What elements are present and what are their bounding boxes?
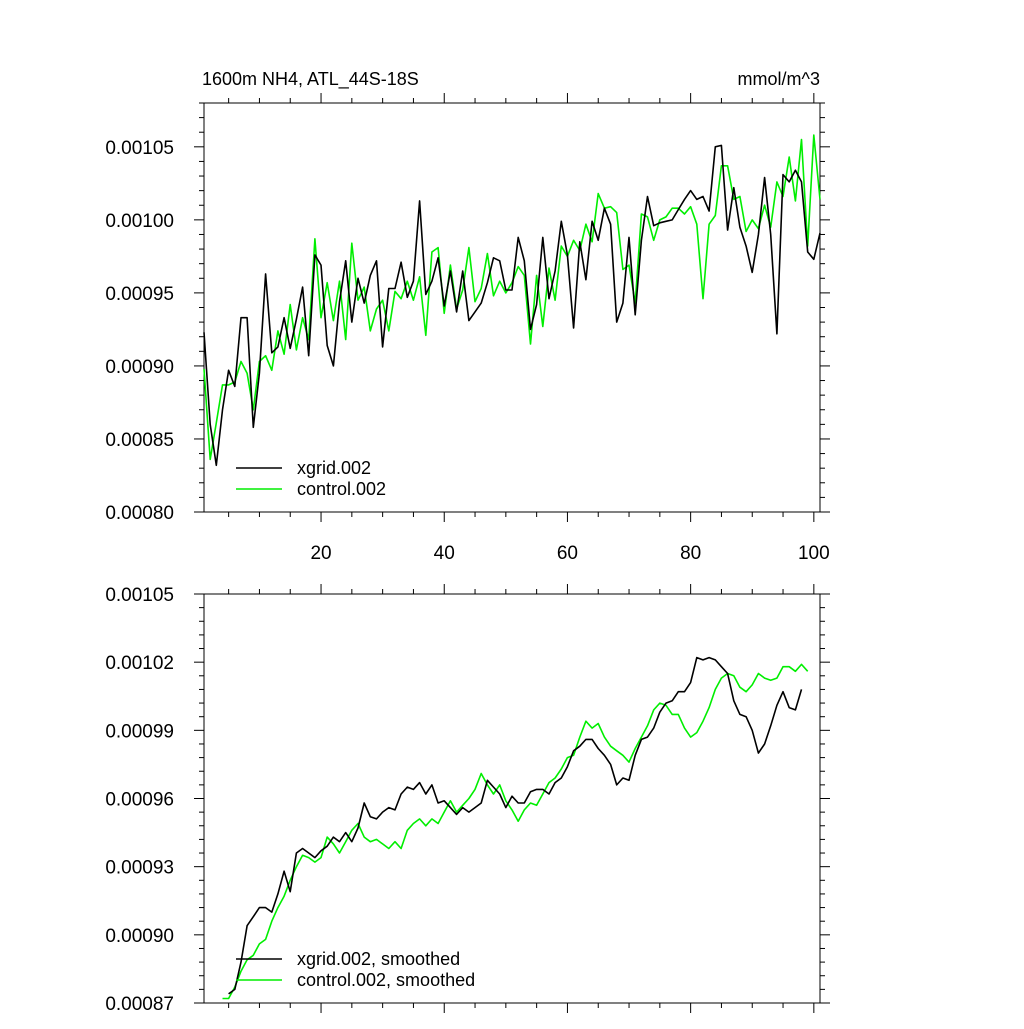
y-tick-label: 0.00105 [105, 138, 174, 159]
x-tick-label: 20 [310, 543, 331, 564]
series-line-control [203, 134, 821, 461]
plot-frame [203, 593, 821, 1004]
series-line-control [222, 663, 809, 1000]
legend-label: xgrid.002 [297, 458, 371, 478]
plot-frame [203, 102, 821, 513]
y-tick-label: 0.00080 [105, 503, 174, 524]
x-tick-label: 100 [798, 543, 830, 564]
y-tick-label: 0.00105 [105, 585, 174, 606]
series-line-xgrid [228, 656, 803, 995]
top-panel: 20 40 60 80 100 0.00080 0.00085 0.00090 0.00095 0… [105, 93, 830, 564]
y-tick-label: 0.00093 [105, 858, 174, 879]
y-tick-label: 0.00090 [105, 357, 174, 378]
y-tick-label: 0.00095 [105, 284, 174, 305]
series-line-xgrid [203, 144, 821, 467]
bottom-panel: 0.00087 0.00090 0.00093 0.00096 0.00099 0.001… [105, 584, 830, 1015]
y-tick-label: 0.00090 [105, 926, 174, 947]
y-tick-label: 0.00099 [105, 721, 174, 742]
legend-label: control.002 [297, 479, 386, 499]
y-tick-label: 0.00096 [105, 790, 174, 811]
legend-label: xgrid.002, smoothed [297, 949, 460, 969]
legend-label: control.002, smoothed [297, 970, 475, 990]
x-tick-label: 80 [680, 543, 701, 564]
chart-title: 1600m NH4, ATL_44S-18S [202, 69, 419, 90]
x-tick-label: 40 [434, 543, 455, 564]
y-tick-label: 0.00100 [105, 211, 174, 232]
units-label: mmol/m^3 [738, 69, 820, 89]
x-tick-label: 60 [557, 543, 578, 564]
y-tick-label: 0.00087 [105, 994, 174, 1015]
y-tick-label: 0.00102 [105, 653, 174, 674]
y-tick-label: 0.00085 [105, 430, 174, 451]
